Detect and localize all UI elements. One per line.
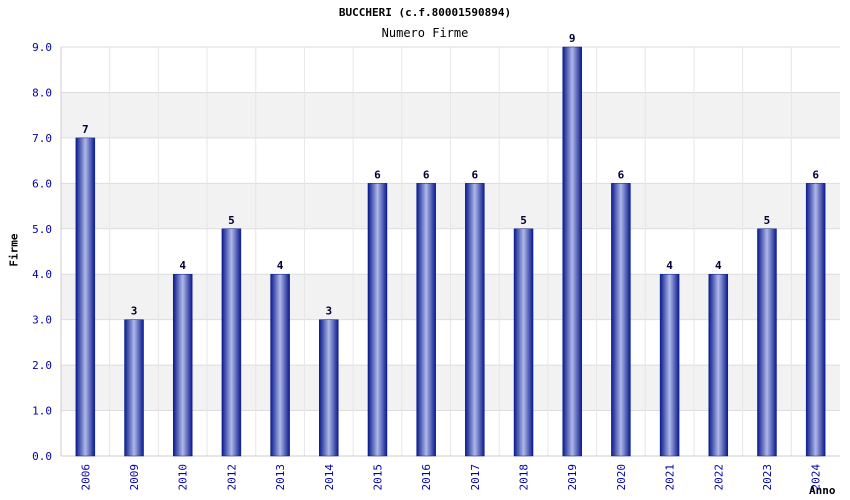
bar bbox=[805, 183, 826, 457]
x-tick-label: 2013 bbox=[274, 464, 287, 491]
x-axis-label: Anno bbox=[809, 484, 836, 497]
data-label: 6 bbox=[812, 168, 819, 181]
data-label: 7 bbox=[82, 123, 89, 136]
data-label: 5 bbox=[228, 214, 235, 227]
x-tick-label: 2009 bbox=[128, 464, 141, 491]
bar bbox=[659, 273, 680, 457]
x-tick-label: 2022 bbox=[712, 464, 725, 491]
x-tick-label: 2023 bbox=[761, 464, 774, 491]
bar bbox=[562, 46, 582, 457]
data-label: 5 bbox=[764, 214, 771, 227]
y-tick-label: 0.0 bbox=[32, 450, 52, 463]
data-label: 6 bbox=[618, 168, 625, 181]
x-tick-label: 2024 bbox=[810, 464, 823, 491]
bar bbox=[611, 183, 631, 457]
y-tick-label: 2.0 bbox=[32, 359, 52, 372]
bar bbox=[416, 183, 436, 457]
x-tick-label: 2019 bbox=[566, 464, 579, 491]
data-label: 4 bbox=[277, 259, 284, 272]
bar bbox=[221, 228, 242, 457]
x-tick-label: 2020 bbox=[615, 464, 628, 491]
data-label: 4 bbox=[715, 259, 722, 272]
chart-subtitle: Numero Firme bbox=[381, 26, 469, 40]
y-tick-label: 6.0 bbox=[32, 177, 52, 190]
data-label: 6 bbox=[423, 168, 430, 181]
bar bbox=[708, 273, 729, 457]
y-tick-label: 8.0 bbox=[32, 86, 52, 99]
x-tick-label: 2006 bbox=[79, 464, 92, 491]
x-tick-label: 2018 bbox=[518, 464, 531, 491]
data-label: 5 bbox=[520, 214, 527, 227]
bar bbox=[270, 273, 290, 457]
y-tick-label: 9.0 bbox=[32, 41, 52, 54]
y-tick-label: 5.0 bbox=[32, 223, 52, 236]
chart-title: BUCCHERI (c.f.80001590894) bbox=[338, 6, 512, 19]
data-label: 6 bbox=[472, 168, 479, 181]
y-tick-label: 1.0 bbox=[32, 405, 52, 418]
x-tick-label: 2017 bbox=[469, 464, 482, 491]
x-tick-label: 2021 bbox=[664, 464, 677, 491]
bar bbox=[319, 319, 339, 457]
y-tick-label: 7.0 bbox=[32, 132, 52, 145]
bar bbox=[172, 273, 193, 457]
data-label: 4 bbox=[179, 259, 186, 272]
bar bbox=[757, 228, 777, 457]
data-label: 3 bbox=[131, 305, 138, 318]
x-tick-label: 2015 bbox=[371, 464, 384, 491]
x-tick-label: 2014 bbox=[323, 464, 336, 491]
bar bbox=[367, 183, 388, 457]
bar bbox=[124, 319, 144, 457]
x-tick-label: 2016 bbox=[420, 464, 433, 491]
data-label: 6 bbox=[374, 168, 381, 181]
data-label: 3 bbox=[325, 305, 332, 318]
x-tick-label: 2010 bbox=[177, 464, 190, 491]
bar bbox=[465, 183, 485, 457]
y-tick-label: 4.0 bbox=[32, 268, 52, 281]
x-tick-label: 2012 bbox=[225, 464, 238, 491]
bar bbox=[513, 228, 534, 457]
data-label: 9 bbox=[569, 32, 576, 45]
y-tick-label: 3.0 bbox=[32, 314, 52, 327]
bar bbox=[75, 137, 96, 457]
data-label: 4 bbox=[666, 259, 673, 272]
